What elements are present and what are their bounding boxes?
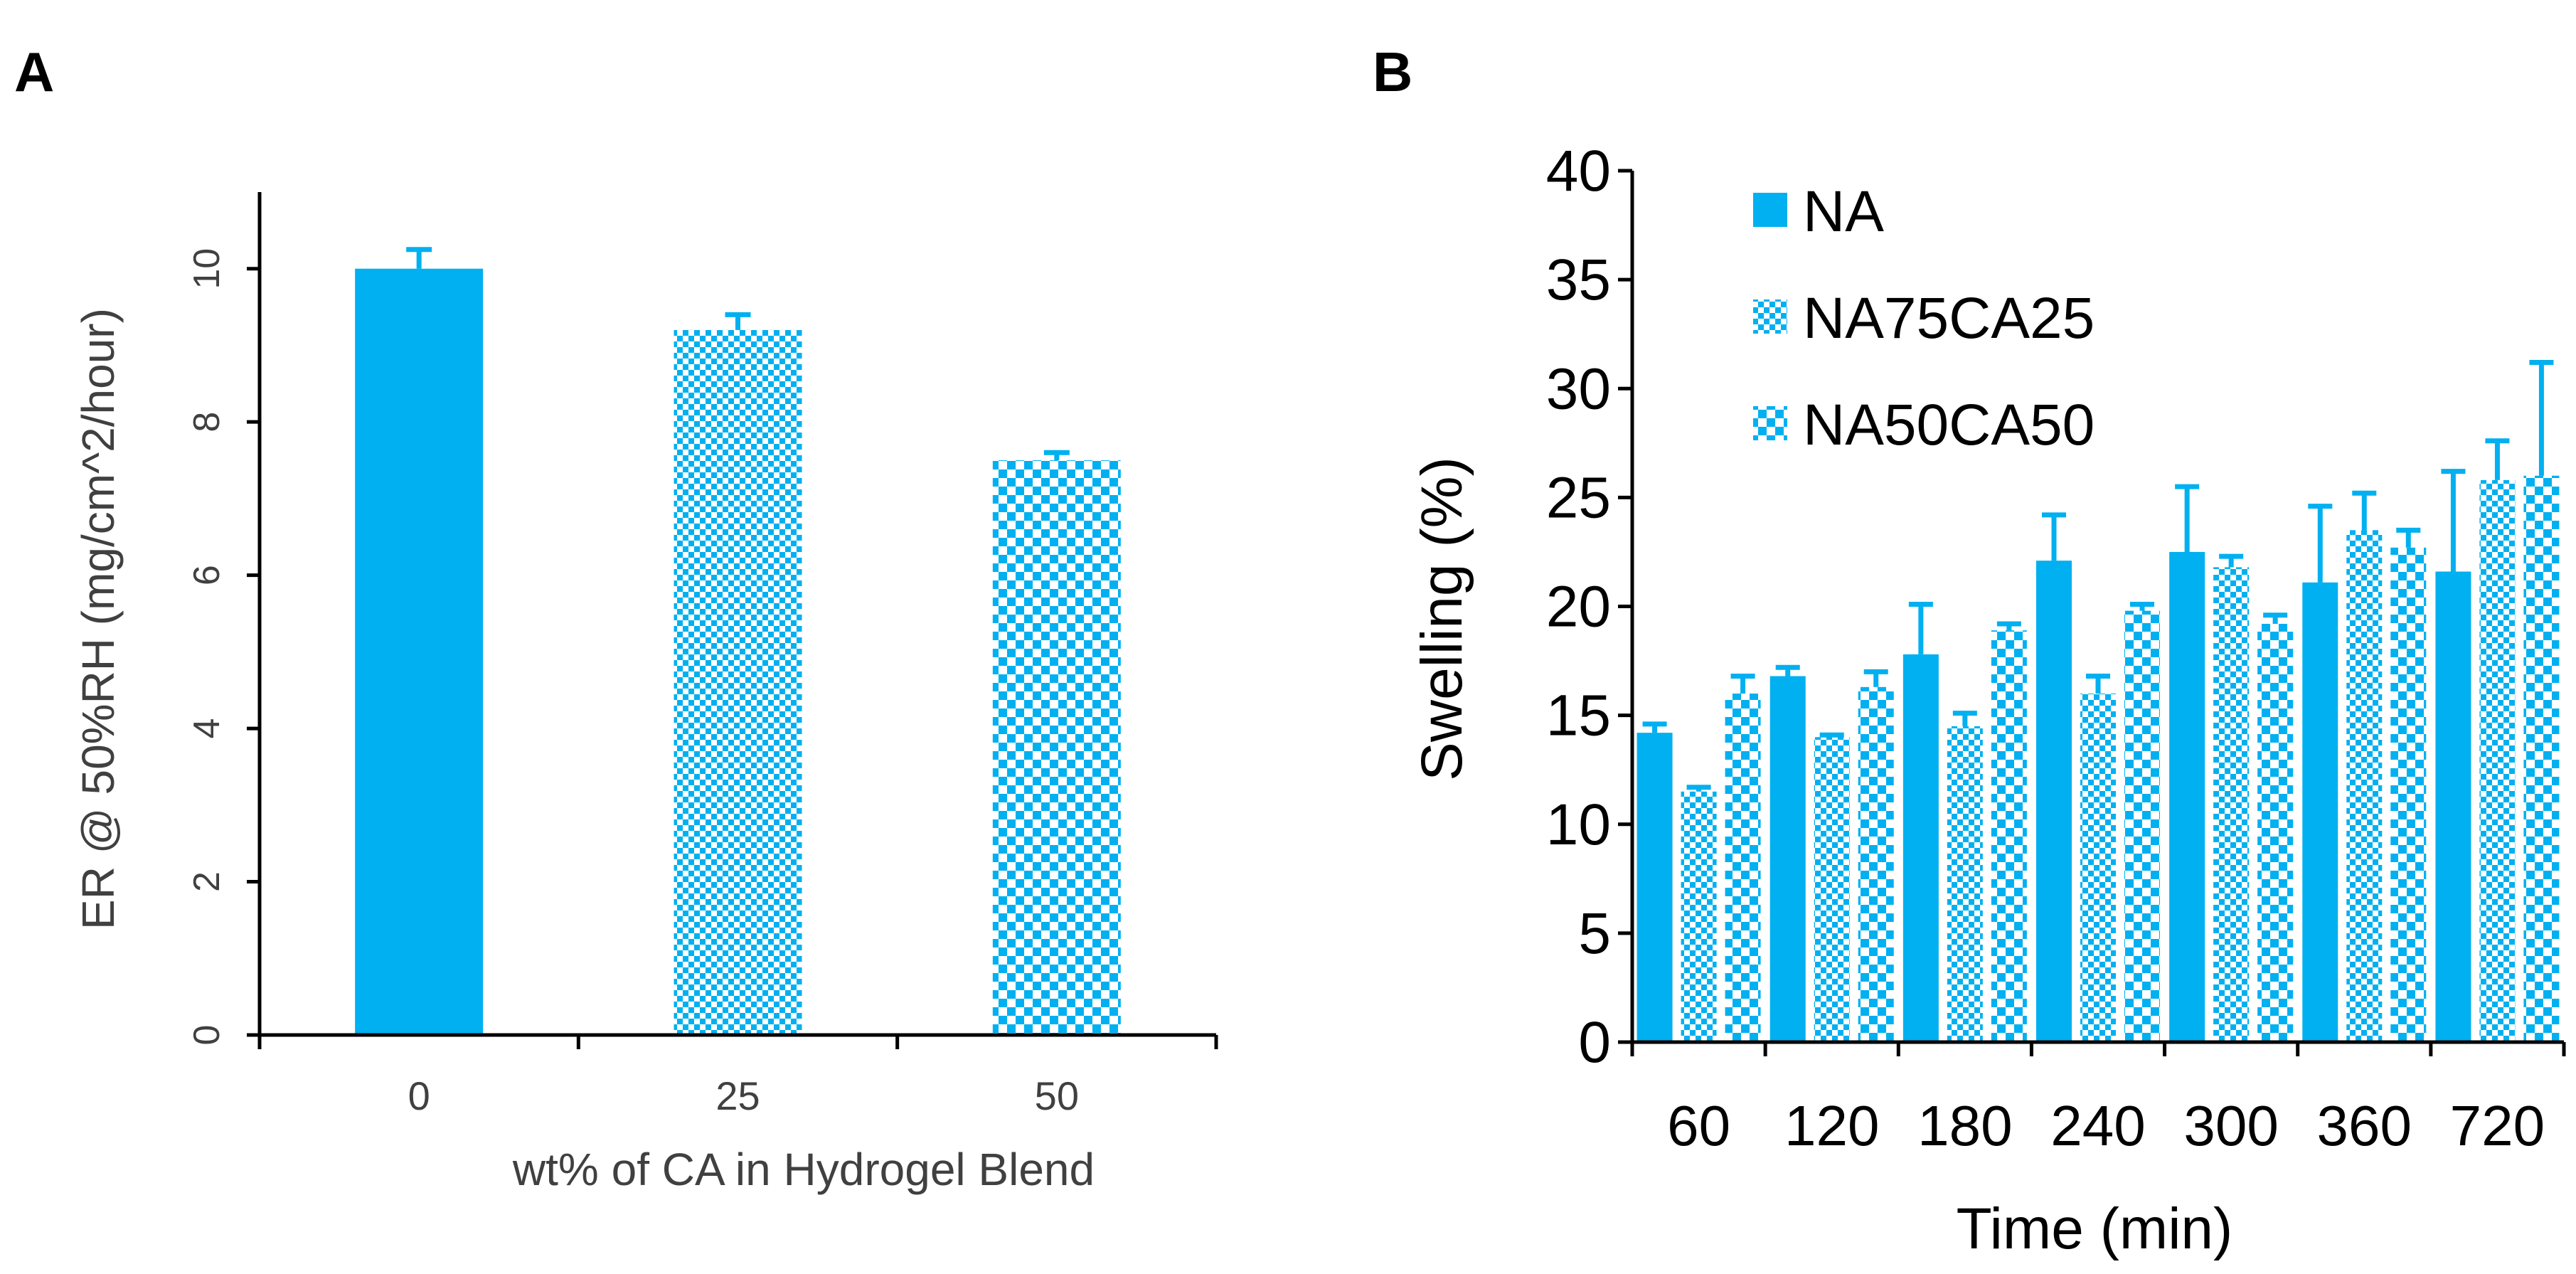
x-tick-label-720: 720 <box>2450 1094 2545 1157</box>
legend-swatch-NA75CA25 <box>1753 299 1787 334</box>
panel-a-label: A <box>14 41 54 103</box>
x-tick-label-180: 180 <box>1917 1094 2012 1157</box>
bar-NA75CA25-240 <box>2080 694 2116 1042</box>
panel-a-y-axis-label: ER @ 50%RH (mg/cm^2/hour) <box>73 308 124 930</box>
panel-b-legend: NA NA75CA25 NA50CA50 <box>1753 179 2095 457</box>
bar-NA-180 <box>1902 654 1939 1042</box>
bar-0 <box>355 268 484 1035</box>
y-tick-label-20: 20 <box>1546 575 1611 639</box>
y-tick-label-4: 4 <box>186 718 228 739</box>
y-tick-label-30: 30 <box>1546 356 1611 421</box>
bar-NA-720 <box>2435 571 2471 1042</box>
legend-swatch-NA50CA50 <box>1753 406 1787 440</box>
bar-NA75CA25-360 <box>2346 530 2383 1042</box>
bar-NA50CA50-180 <box>1991 630 2027 1042</box>
bar-50 <box>992 460 1121 1035</box>
panel-a-axes: 0 25 50 0 2 4 6 8 10 <box>186 192 1218 1118</box>
bar-NA75CA25-720 <box>2479 479 2516 1042</box>
bar-NA50CA50-60 <box>1725 694 1761 1042</box>
bar-NA-360 <box>2302 582 2338 1042</box>
panel-a-x-axis-label: wt% of CA in Hydrogel Blend <box>512 1144 1095 1195</box>
y-tick-label-25: 25 <box>1546 465 1611 530</box>
x-tick-label-120: 120 <box>1784 1094 1879 1157</box>
bar-NA-300 <box>2169 551 2205 1042</box>
y-tick-label-40: 40 <box>1546 139 1611 203</box>
bar-NA-60 <box>1636 733 1673 1042</box>
bar-NA50CA50-240 <box>2124 610 2160 1042</box>
y-tick-label-10: 10 <box>186 248 228 290</box>
panel-b-y-axis-label: Swelling (%) <box>1410 457 1474 781</box>
panel-b-x-axis-label: Time (min) <box>1957 1196 2233 1261</box>
bar-NA75CA25-60 <box>1681 791 1717 1042</box>
x-tick-label-25: 25 <box>715 1073 760 1118</box>
bar-NA50CA50-720 <box>2523 475 2560 1042</box>
panel-b-bars <box>1636 360 2560 1042</box>
legend-label-NA75CA25: NA75CA25 <box>1803 286 2095 351</box>
panel-b-axes: 60 120 180 240 300 360 720 0 5 10 15 20 25 30 35 40 <box>1546 139 2566 1157</box>
bar-25 <box>674 329 802 1036</box>
x-tick-label-60: 60 <box>1667 1094 1730 1157</box>
bar-NA75CA25-300 <box>2213 567 2250 1042</box>
legend-swatch-NA <box>1753 193 1787 227</box>
y-tick-label-0: 0 <box>186 1025 228 1046</box>
x-tick-label-360: 360 <box>2317 1094 2412 1157</box>
bar-NA50CA50-300 <box>2257 624 2294 1042</box>
y-tick-label-10: 10 <box>1546 792 1611 857</box>
panel-a: A ER @ 50%RH (mg/cm^2/hour) wt% of CA in… <box>14 41 1218 1195</box>
x-tick-label-50: 50 <box>1035 1073 1079 1118</box>
y-tick-label-8: 8 <box>186 412 228 432</box>
panel-a-bars <box>355 247 1121 1036</box>
panel-b-label: B <box>1373 41 1412 103</box>
y-tick-label-0: 0 <box>1578 1010 1611 1075</box>
bar-NA75CA25-120 <box>1814 737 1850 1042</box>
y-tick-label-5: 5 <box>1578 901 1611 966</box>
y-tick-label-6: 6 <box>186 565 228 585</box>
y-tick-label-2: 2 <box>186 871 228 892</box>
bar-NA75CA25-180 <box>1947 726 1983 1042</box>
x-tick-label-0: 0 <box>408 1073 430 1118</box>
legend-label-NA: NA <box>1803 179 1884 244</box>
y-tick-label-35: 35 <box>1546 248 1611 312</box>
bar-NA50CA50-120 <box>1858 686 1894 1042</box>
bar-NA-120 <box>1769 676 1806 1042</box>
x-tick-label-240: 240 <box>2050 1094 2145 1157</box>
bar-NA-240 <box>2036 561 2072 1042</box>
y-tick-label-15: 15 <box>1546 684 1611 748</box>
bar-NA50CA50-360 <box>2390 547 2427 1042</box>
x-tick-label-300: 300 <box>2183 1094 2278 1157</box>
legend-label-NA50CA50: NA50CA50 <box>1803 393 2095 457</box>
panel-b: B Swelling (%) Time (min) 60 120 180 240 300… <box>1373 41 2566 1261</box>
